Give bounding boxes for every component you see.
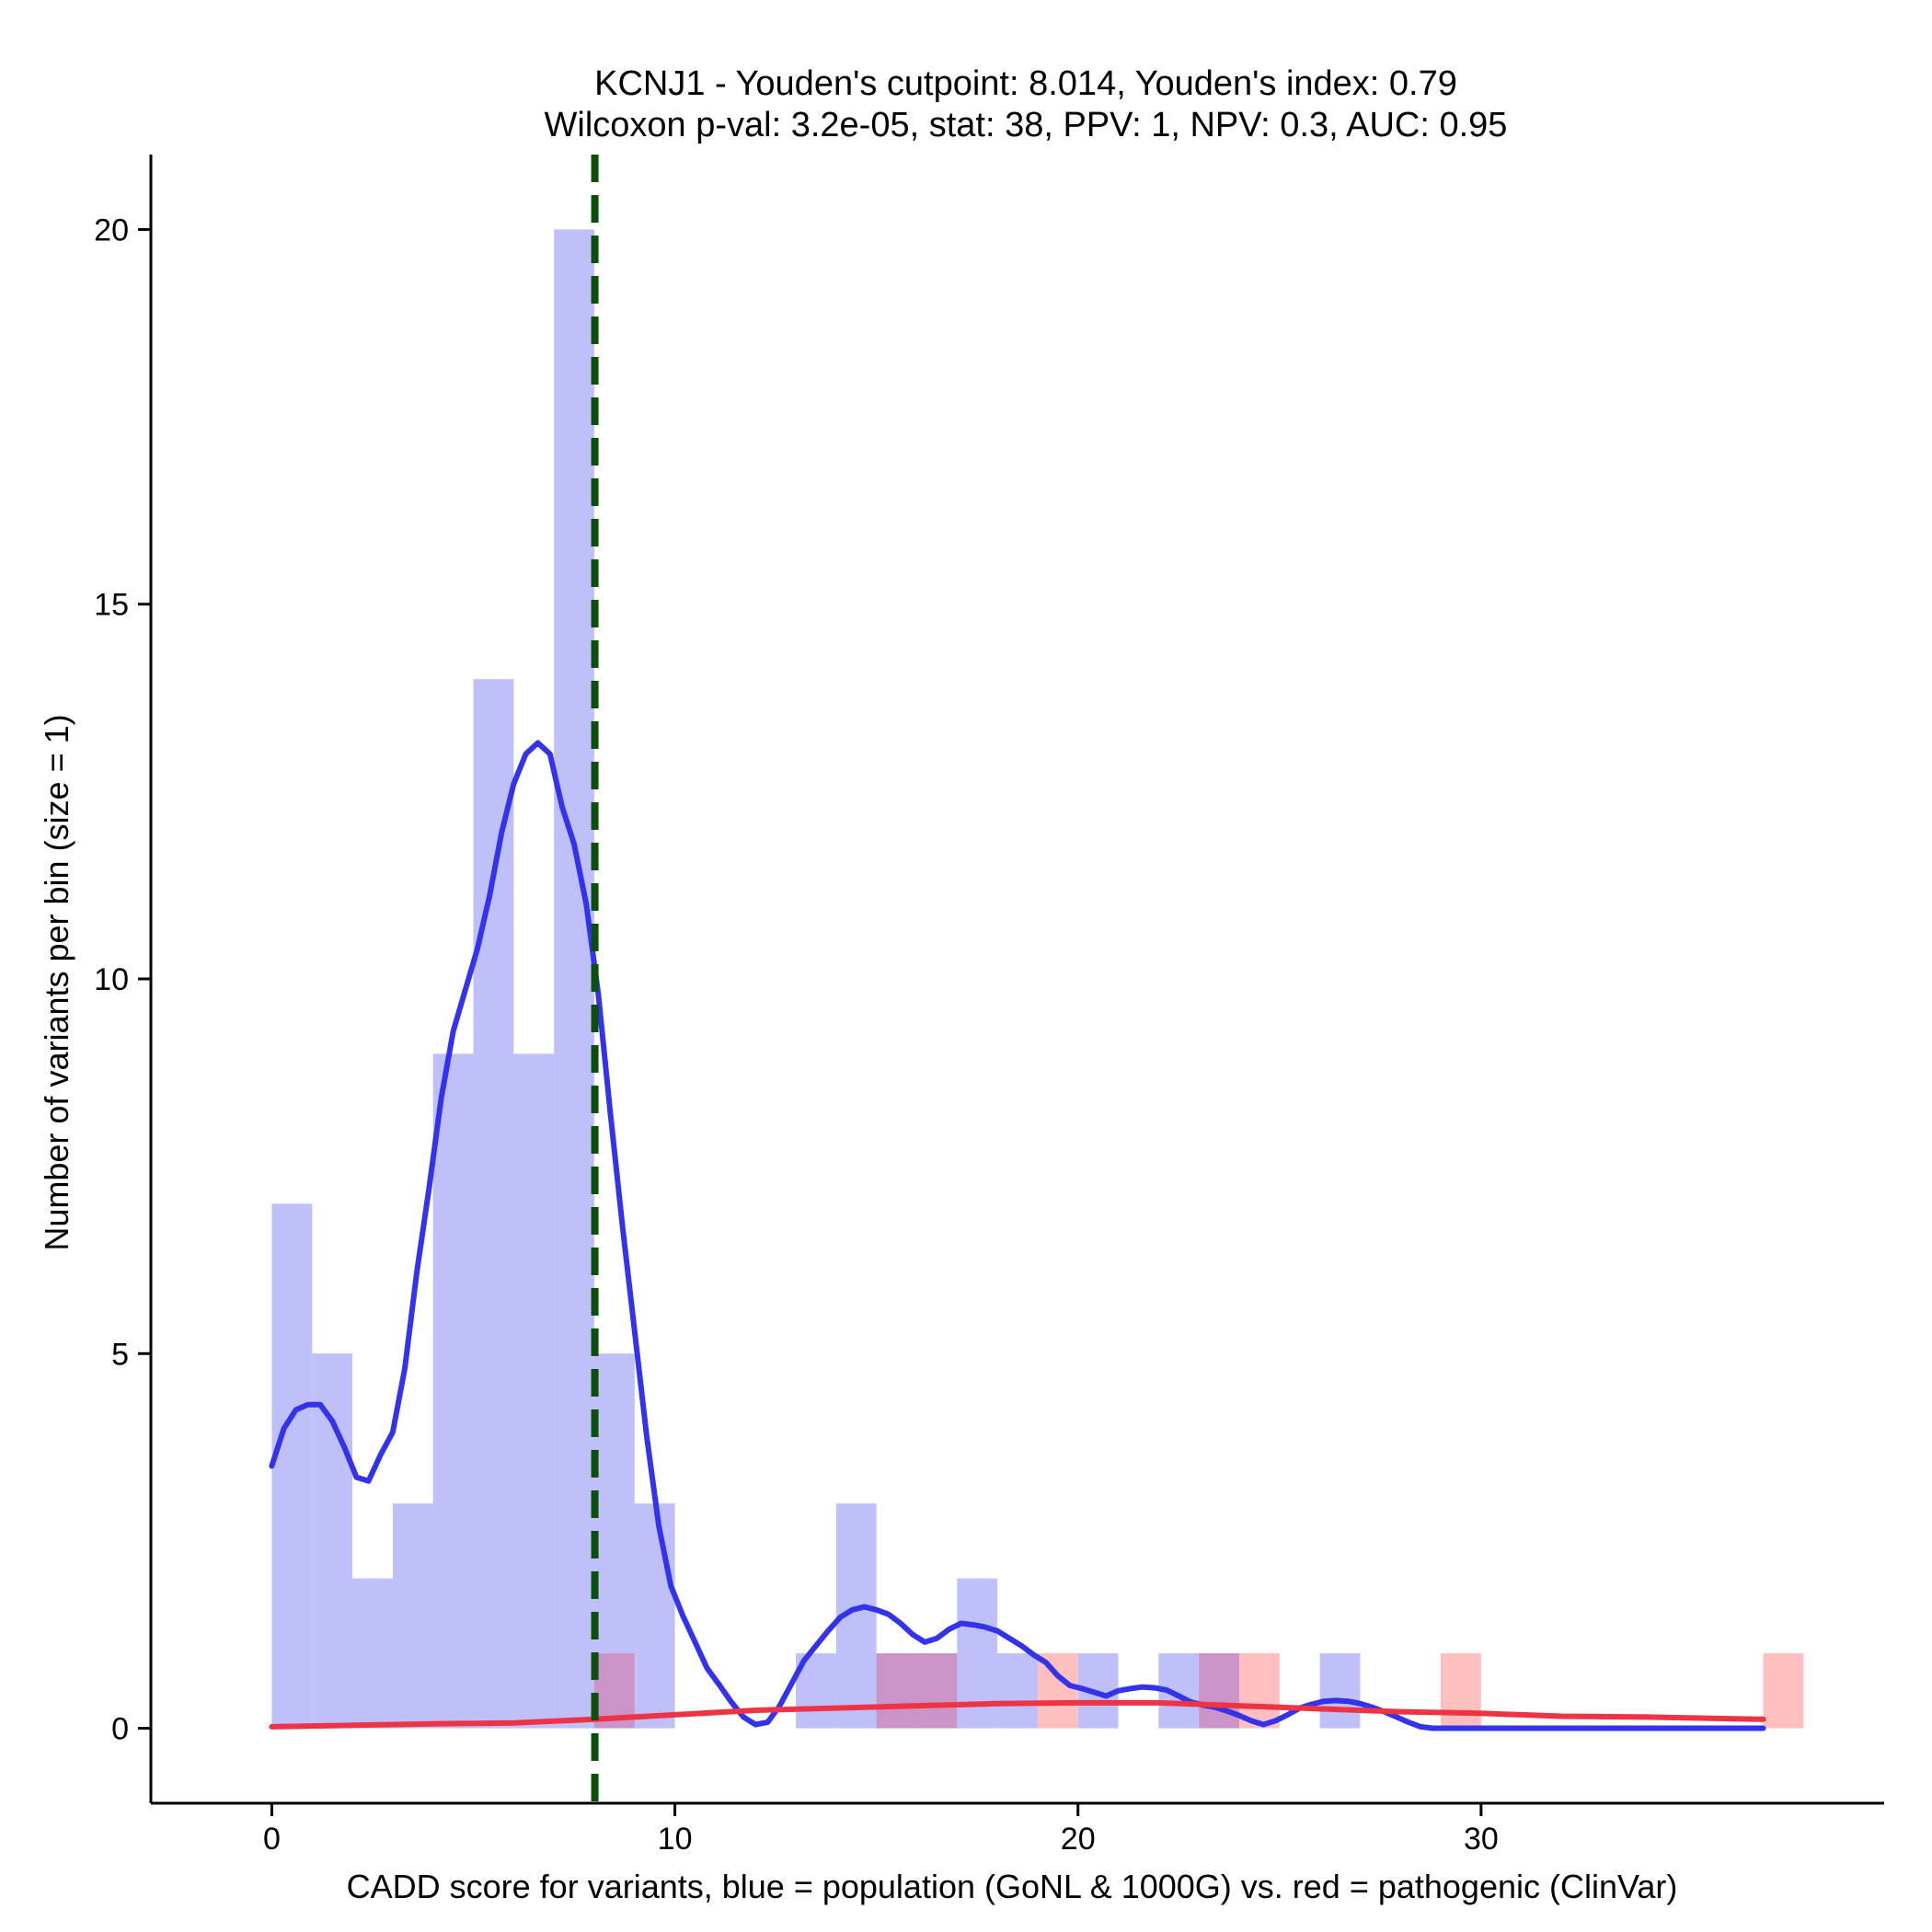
y-tick-label: 0 bbox=[111, 1712, 129, 1747]
pathogenic-bar bbox=[1037, 1653, 1078, 1729]
overlap-bar bbox=[1199, 1653, 1239, 1729]
population-bar bbox=[392, 1503, 433, 1729]
y-tick-label: 10 bbox=[94, 962, 129, 997]
population-bar bbox=[554, 229, 594, 1729]
pathogenic-bar bbox=[1763, 1653, 1804, 1729]
x-axis-label: CADD score for variants, blue = populati… bbox=[347, 1868, 1678, 1905]
population-bar bbox=[634, 1503, 675, 1729]
x-tick-label: 0 bbox=[263, 1822, 281, 1857]
chart-title-line-1: KCNJ1 - Youden's cutpoint: 8.014, Youden… bbox=[594, 64, 1457, 103]
population-bar bbox=[513, 1053, 555, 1729]
chart-title-line-2: Wilcoxon p-val: 3.2e-05, stat: 38, PPV: … bbox=[545, 106, 1508, 144]
x-tick-label: 30 bbox=[1464, 1822, 1499, 1857]
y-tick-label: 5 bbox=[111, 1337, 129, 1372]
y-tick-label: 20 bbox=[94, 213, 129, 247]
x-tick-label: 10 bbox=[658, 1822, 693, 1857]
population-bars bbox=[271, 229, 1361, 1729]
population-bar bbox=[352, 1578, 393, 1729]
pathogenic-density-line bbox=[269, 1699, 1766, 1730]
population-density-line bbox=[269, 740, 1766, 1731]
y-axis-label: Number of variants per bin (size = 1) bbox=[38, 714, 75, 1250]
population-bar bbox=[432, 1053, 474, 1729]
x-axis-ticks: 0 10 20 30 bbox=[263, 1803, 1499, 1857]
population-bar bbox=[997, 1653, 1038, 1729]
population-bar bbox=[271, 1203, 313, 1729]
overlap-bar bbox=[876, 1653, 917, 1729]
x-tick-label: 20 bbox=[1061, 1822, 1096, 1857]
overlap-bar bbox=[916, 1653, 958, 1729]
population-bar bbox=[1319, 1653, 1361, 1729]
pathogenic-bar bbox=[1441, 1653, 1481, 1729]
population-bar bbox=[312, 1353, 353, 1729]
population-bar bbox=[473, 679, 514, 1729]
y-axis-ticks: 0 5 10 15 20 bbox=[94, 213, 151, 1747]
pathogenic-bars bbox=[1037, 1653, 1804, 1729]
y-tick-label: 15 bbox=[94, 588, 129, 623]
